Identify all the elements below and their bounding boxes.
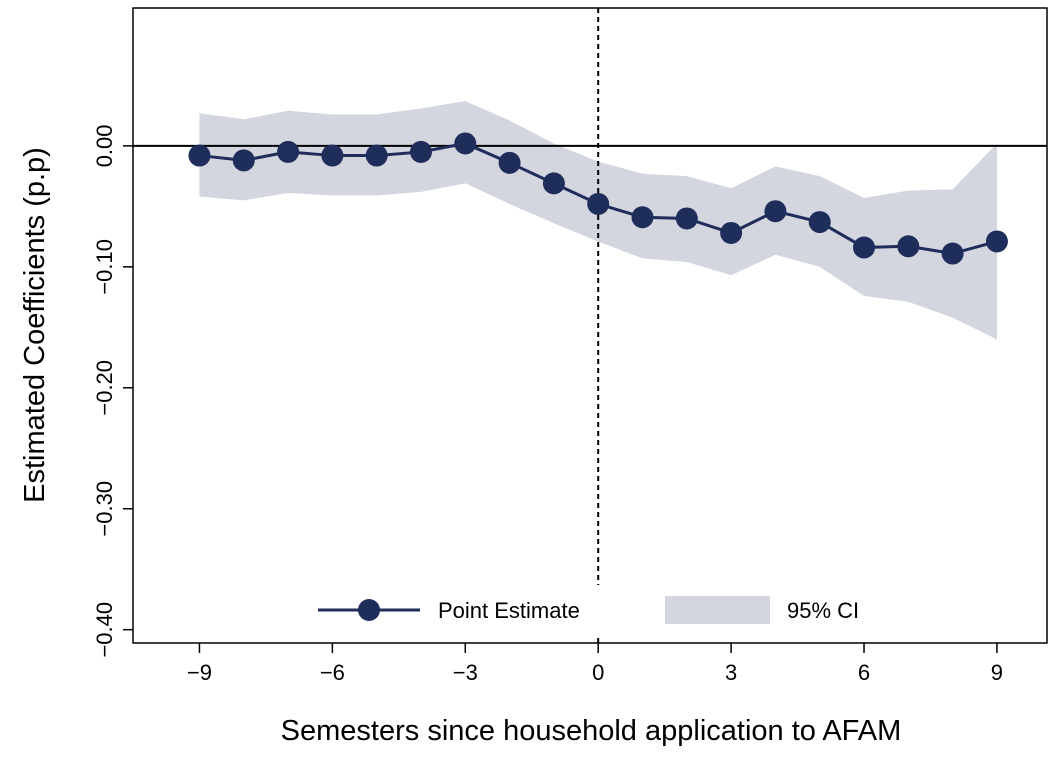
estimate-point xyxy=(675,207,698,230)
estimate-point xyxy=(720,221,743,244)
estimate-point xyxy=(409,140,432,163)
plot-frame xyxy=(132,7,1048,644)
y-tick-label: −0.40 xyxy=(92,602,117,658)
estimate-point xyxy=(897,235,920,258)
estimate-point xyxy=(587,192,610,215)
estimate-point xyxy=(985,230,1008,253)
x-tick-label: 6 xyxy=(858,660,870,685)
estimate-point xyxy=(764,200,787,223)
y-tick-label: 0.00 xyxy=(92,124,117,167)
legend-label: Point Estimate xyxy=(438,598,580,623)
y-tick-label: −0.20 xyxy=(92,360,117,416)
estimate-point xyxy=(321,144,344,167)
estimate-point xyxy=(542,172,565,195)
legend-marker xyxy=(358,599,380,621)
y-axis-title: Estimated Coefficients (p.p) xyxy=(19,147,51,503)
x-tick-label: 9 xyxy=(991,660,1003,685)
y-tick-label: −0.30 xyxy=(92,481,117,537)
estimate-point xyxy=(498,151,521,174)
estimate-point xyxy=(853,236,876,259)
estimate-point xyxy=(454,132,477,155)
x-tick-label: −9 xyxy=(187,660,212,685)
x-axis-title: Semesters since household application to… xyxy=(281,715,902,747)
estimate-point xyxy=(808,211,831,234)
estimate-point xyxy=(941,242,964,265)
legend-label: 95% CI xyxy=(787,598,859,623)
y-tick-label: −0.10 xyxy=(92,239,117,295)
estimate-point xyxy=(232,149,255,172)
x-tick-label: −6 xyxy=(320,660,345,685)
estimate-point xyxy=(277,140,300,163)
estimate-point xyxy=(631,206,654,229)
x-tick-label: 3 xyxy=(725,660,737,685)
estimate-point xyxy=(188,144,211,167)
ci-band xyxy=(199,101,997,340)
estimate-point xyxy=(365,144,388,167)
legend-swatch xyxy=(665,596,770,624)
x-tick-label: −3 xyxy=(453,660,478,685)
x-tick-label: 0 xyxy=(592,660,604,685)
